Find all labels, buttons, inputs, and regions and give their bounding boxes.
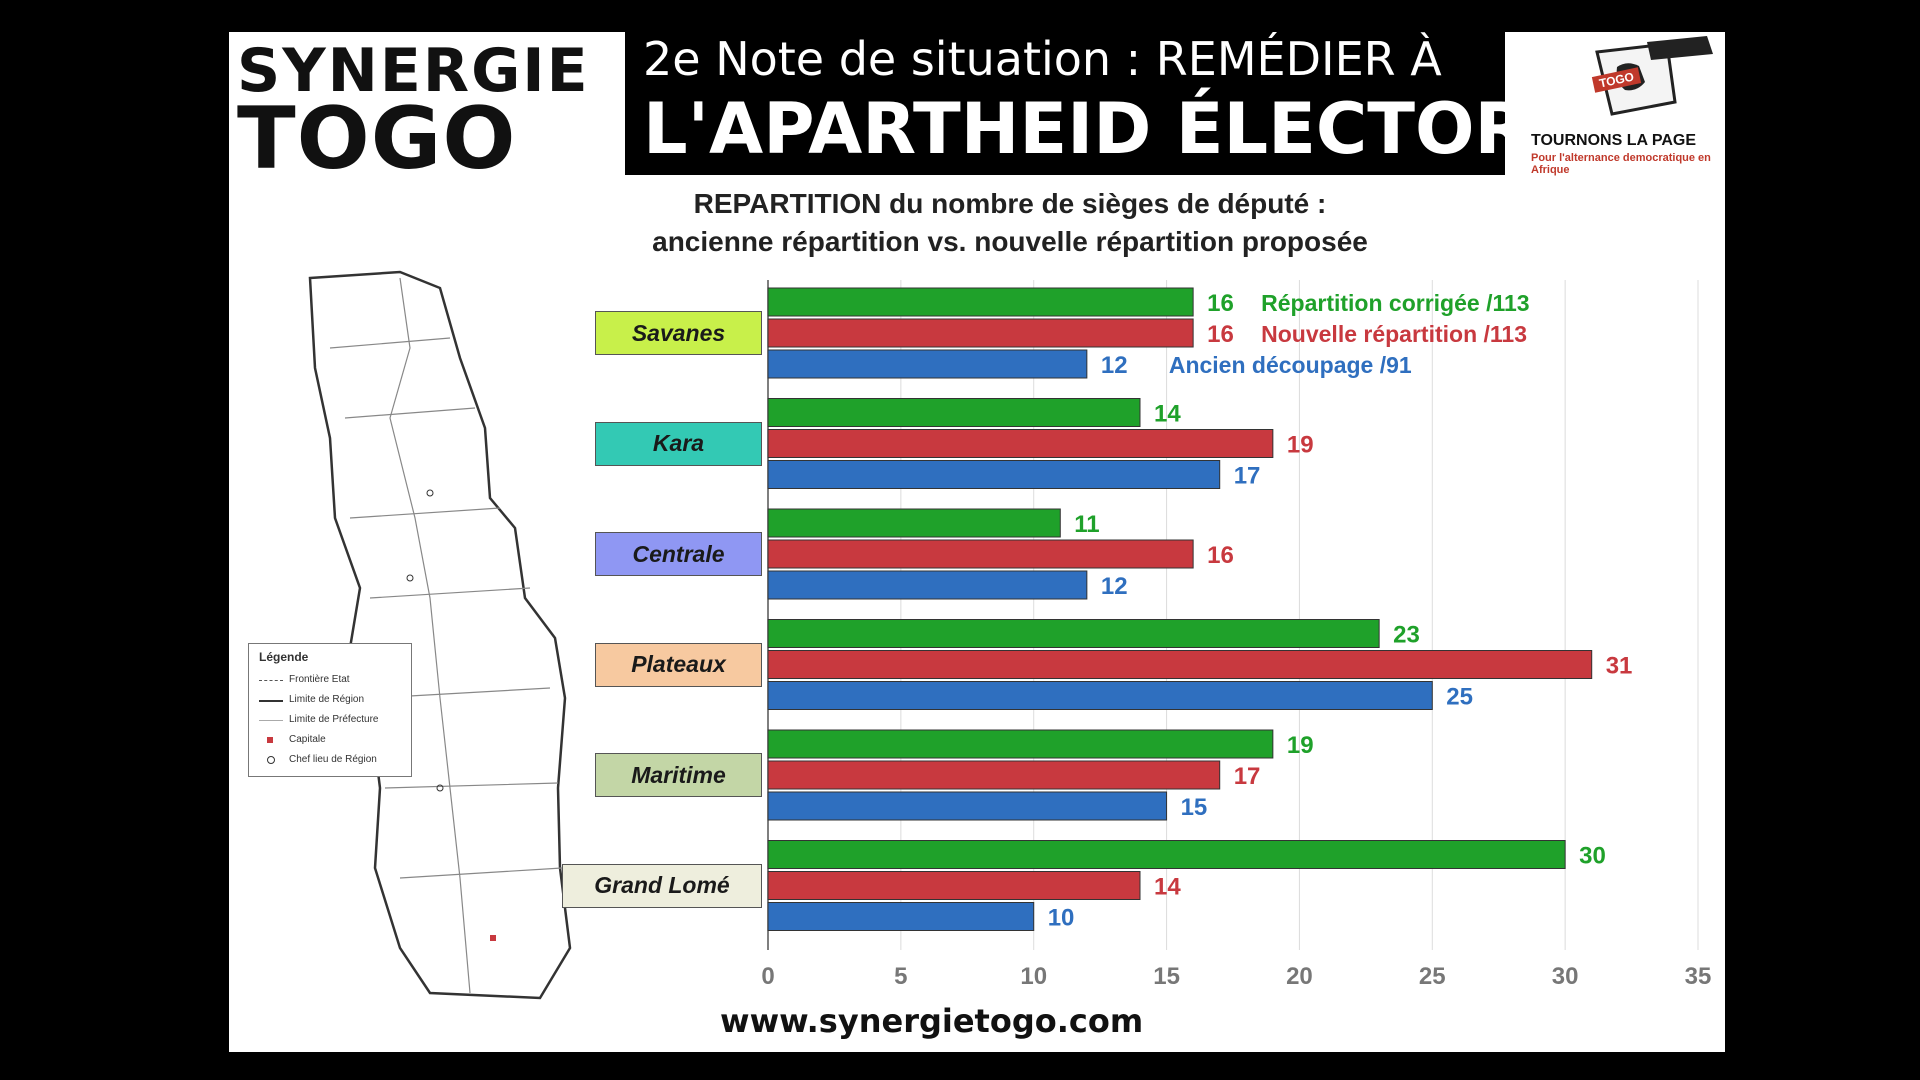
map-legend: Légende Frontière Etat Limite de Région … [248,643,412,777]
legend-label: Frontière Etat [289,674,350,685]
category-label: Maritime [595,753,762,797]
legend-row-frontiere: Frontière Etat [259,674,409,688]
legend-label: Capitale [289,734,326,745]
website-url: www.synergietogo.com [720,1002,1144,1040]
logo-right-title: TOURNONS LA PAGE [1531,132,1697,149]
category-label: Centrale [595,532,762,576]
legend-row-prefecture: Limite de Préfecture [259,714,409,728]
category-label: Kara [595,421,762,466]
logo-left-line1: SYNERGIE [237,36,590,106]
legend-label: Chef lieu de Région [289,754,377,765]
category-label: Savanes [595,311,762,355]
togo-map [308,270,572,1000]
header-title-line2: L'APARTHEID ÉLECTORAL [643,88,1628,170]
legend-row-chef-lieu: Chef lieu de Région [259,754,409,768]
category-label: Grand Lomé [562,863,762,908]
header-title-box: 2e Note de situation : REMÉDIER À L'APAR… [625,32,1627,175]
tournons-la-page-logo: TOGO TOURNONS LA PAGE Pour l'alternance … [1517,32,1725,176]
legend-row-capitale: Capitale [259,734,409,748]
legend-row-region: Limite de Région [259,694,409,708]
chart-title: REPARTITION du nombre de sièges de déput… [460,185,1560,261]
header-title-line1: 2e Note de situation : REMÉDIER À [643,32,1442,86]
legend-title: Légende [259,650,309,664]
legend-label: Limite de Préfecture [289,714,379,725]
chart-title-line2: ancienne répartition vs. nouvelle répart… [652,226,1368,257]
chart-title-line1: REPARTITION du nombre de sièges de déput… [693,188,1327,219]
logo-left-line2: TOGO [237,89,517,189]
legend-label: Limite de Région [289,694,365,705]
logo-right-subtitle: Pour l'alternance democratique en Afriqu… [1531,152,1711,176]
synergie-togo-logo: SYNERGIE TOGO [229,32,612,182]
category-label: Plateaux [595,642,762,687]
